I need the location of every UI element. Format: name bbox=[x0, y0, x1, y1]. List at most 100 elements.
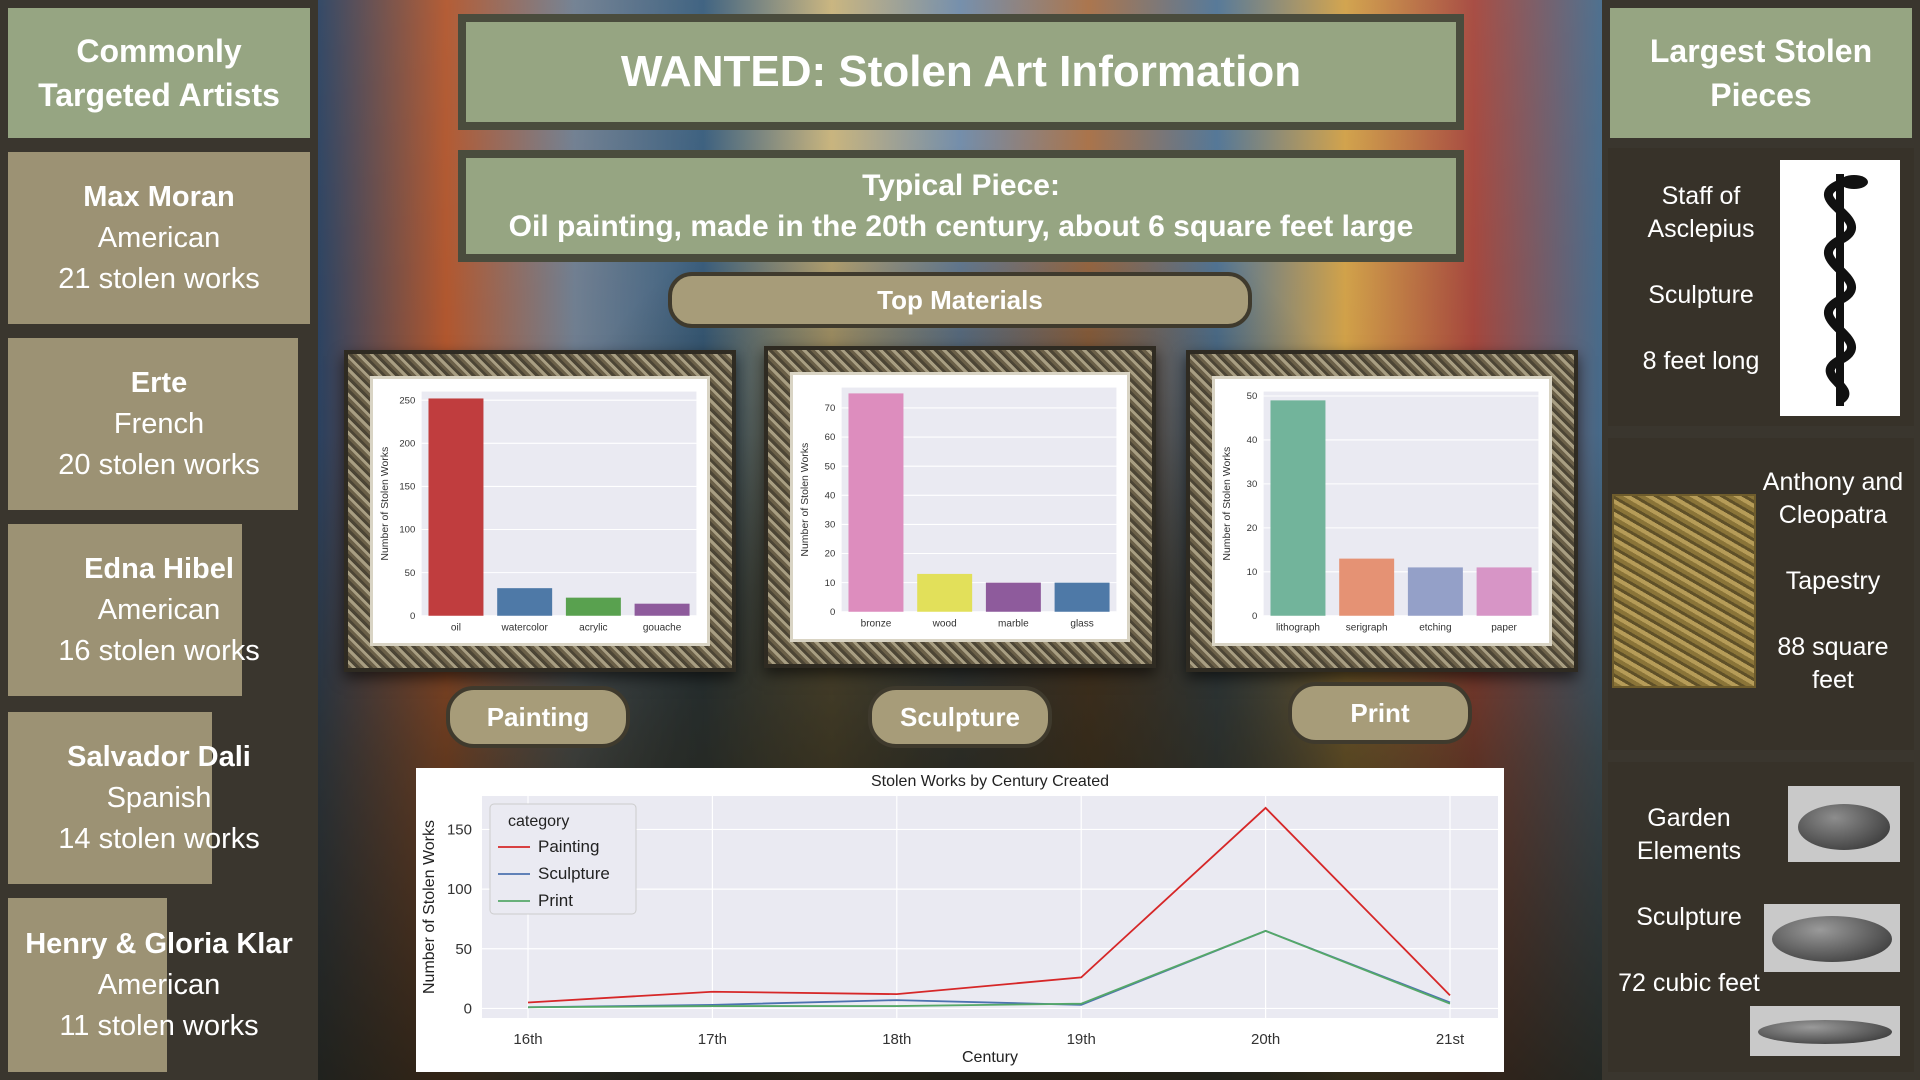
x-tick-label: 16th bbox=[513, 1031, 542, 1048]
artist-name: Max Moran bbox=[83, 180, 235, 213]
x-tick-label: watercolor bbox=[501, 622, 549, 633]
largest-piece-card: Staff of Asclepius Sculpture 8 feet long bbox=[1608, 148, 1914, 426]
legend-box bbox=[489, 803, 637, 915]
plot-area bbox=[482, 796, 1498, 1018]
y-tick-label: 30 bbox=[1247, 479, 1258, 490]
typical-piece-label: Typical Piece: bbox=[862, 169, 1060, 202]
series-line-painting bbox=[527, 806, 1451, 1004]
piece-type: Sculpture bbox=[1636, 903, 1742, 931]
bar bbox=[428, 398, 484, 616]
x-tick-label: lithograph bbox=[1276, 622, 1320, 633]
y-tick-label: 250 bbox=[399, 395, 415, 406]
garden-stone-image bbox=[1750, 1006, 1900, 1056]
bar bbox=[497, 588, 553, 616]
x-tick-label: glass bbox=[1070, 618, 1093, 629]
y-axis-label: Number of Stolen Works bbox=[1221, 447, 1233, 561]
artist-name: Salvador Dali bbox=[67, 740, 251, 773]
largest-piece-card: Anthony and Cleopatra Tapestry 88 square… bbox=[1608, 438, 1914, 750]
artist-nationality: American bbox=[97, 221, 221, 254]
y-axis-label: Number of Stolen Works bbox=[799, 443, 811, 557]
y-tick-label: 40 bbox=[825, 490, 836, 501]
top-materials-text: Top Materials bbox=[877, 284, 1043, 315]
typical-piece-description: Oil painting, made in the 20th century, … bbox=[508, 210, 1414, 243]
y-tick-label: 100 bbox=[399, 525, 415, 536]
legend-entry: Sculpture bbox=[538, 864, 610, 883]
legend-entry: Print bbox=[538, 891, 573, 910]
y-tick-label: 50 bbox=[455, 941, 472, 958]
x-tick-label: acrylic bbox=[579, 622, 607, 633]
artist-nationality: American bbox=[97, 968, 221, 1001]
y-tick-label: 50 bbox=[405, 568, 416, 579]
series-line-print bbox=[527, 929, 1451, 1009]
right-panel-title: Largest Stolen Pieces bbox=[1610, 8, 1912, 138]
print-frame: 0 10 20 30 40 50 lithograph serigraph etching pap… bbox=[1186, 350, 1578, 672]
x-tick-label: 17th bbox=[698, 1031, 727, 1048]
right-panel-title-text: Largest Stolen Pieces bbox=[1649, 33, 1873, 113]
sculpture-button-label: Sculpture bbox=[900, 701, 1020, 732]
y-tick-label: 70 bbox=[825, 403, 836, 414]
largest-piece-card: Garden Elements Sculpture 72 cubic feet bbox=[1608, 762, 1914, 1072]
sculpture-button[interactable]: Sculpture bbox=[868, 686, 1052, 748]
piece-size: 72 cubic feet bbox=[1618, 969, 1760, 997]
artist-nationality: French bbox=[113, 407, 205, 440]
y-tick-label: 10 bbox=[825, 578, 836, 589]
x-tick-label: etching bbox=[1419, 622, 1451, 633]
x-tick-label: 19th bbox=[1067, 1031, 1096, 1048]
y-tick-label: 30 bbox=[825, 520, 836, 531]
y-tick-label: 0 bbox=[830, 607, 835, 618]
piece-type: Sculpture bbox=[1648, 281, 1754, 309]
bar bbox=[848, 393, 904, 612]
page-title: WANTED: Stolen Art Information bbox=[458, 14, 1464, 130]
y-tick-label: 20 bbox=[825, 549, 836, 560]
piece-name: Staff of Asclepius bbox=[1647, 182, 1755, 243]
artist-card: Erte French 20 stolen works bbox=[8, 338, 310, 510]
artist-count: 11 stolen works bbox=[59, 1009, 259, 1042]
x-axis-label: Century bbox=[962, 1049, 1018, 1066]
bar bbox=[1476, 567, 1532, 616]
bar bbox=[565, 597, 621, 616]
sculpture-frame: 0 10 20 30 40 50 60 70 bronze wood marble glass Numb… bbox=[764, 346, 1156, 668]
bar bbox=[1339, 558, 1395, 616]
x-tick-label: paper bbox=[1491, 622, 1517, 633]
y-tick-label: 150 bbox=[399, 482, 415, 493]
y-tick-label: 100 bbox=[447, 881, 472, 898]
artist-count: 20 stolen works bbox=[58, 448, 260, 481]
artist-card-shade bbox=[298, 338, 310, 510]
artist-nationality: American bbox=[97, 593, 221, 626]
century-line-chart: 0 50 100 150 16th 17th 18th 19th 20th 21st Stolen … bbox=[421, 773, 1498, 1066]
bar bbox=[1270, 400, 1326, 616]
painting-button-label: Painting bbox=[486, 701, 590, 732]
y-tick-label: 200 bbox=[399, 438, 415, 449]
bar bbox=[634, 603, 690, 616]
bar bbox=[1407, 567, 1463, 616]
tapestry-image bbox=[1612, 494, 1756, 688]
y-tick-label: 0 bbox=[464, 1000, 472, 1017]
y-tick-label: 10 bbox=[1247, 567, 1258, 578]
artist-name: Erte bbox=[130, 366, 188, 399]
artist-name: Henry & Gloria Klar bbox=[25, 927, 293, 960]
x-tick-label: oil bbox=[451, 622, 461, 633]
print-button[interactable]: Print bbox=[1288, 682, 1472, 744]
y-tick-label: 150 bbox=[447, 821, 472, 838]
legend-entry: Painting bbox=[538, 837, 599, 856]
sculpture-materials-chart: 0 10 20 30 40 50 60 70 bronze wood marble glass Numb… bbox=[799, 387, 1117, 629]
artist-card-shade bbox=[167, 898, 310, 1072]
staff-of-asclepius-image bbox=[1780, 160, 1900, 416]
x-tick-label: wood bbox=[932, 618, 957, 629]
y-axis-label: Number of Stolen Works bbox=[421, 820, 438, 994]
y-tick-label: 40 bbox=[1247, 435, 1258, 446]
century-line-chart-box: 0 50 100 150 16th 17th 18th 19th 20th 21st Stolen … bbox=[416, 768, 1504, 1072]
garden-stone-image bbox=[1788, 786, 1900, 862]
x-tick-label: marble bbox=[998, 618, 1029, 629]
top-materials-label: Top Materials bbox=[668, 272, 1252, 328]
y-tick-label: 0 bbox=[410, 611, 415, 622]
y-tick-label: 0 bbox=[1252, 611, 1257, 622]
piece-name: Anthony and Cleopatra bbox=[1762, 468, 1904, 529]
artist-count: 16 stolen works bbox=[58, 634, 260, 667]
chart-title: Stolen Works by Century Created bbox=[871, 773, 1109, 790]
print-button-label: Print bbox=[1350, 697, 1410, 728]
garden-stone-image bbox=[1764, 904, 1900, 972]
artist-nationality: Spanish bbox=[106, 781, 212, 814]
painting-button[interactable]: Painting bbox=[446, 686, 630, 748]
artist-card-shade bbox=[212, 712, 310, 884]
